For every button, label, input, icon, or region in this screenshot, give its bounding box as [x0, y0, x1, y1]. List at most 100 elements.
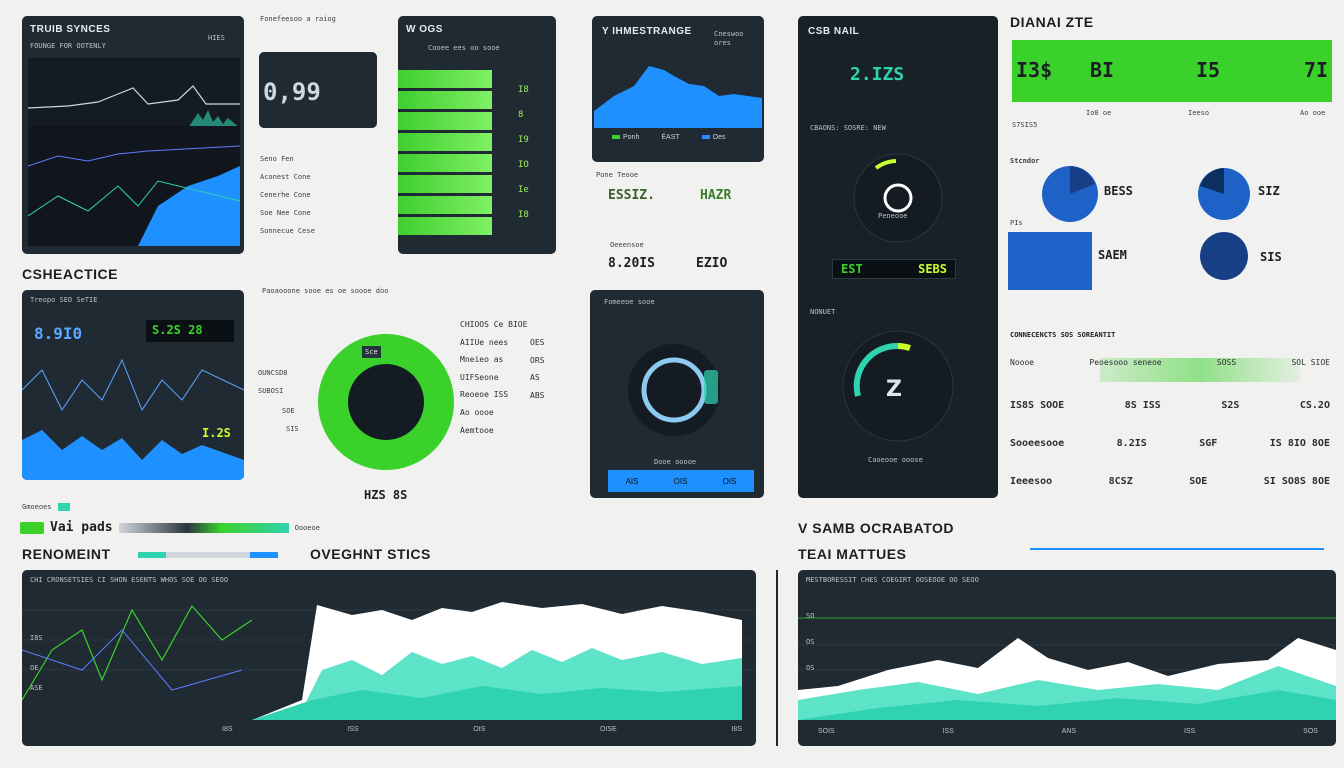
value-badge: S.2S 28 [146, 320, 234, 342]
table-cell: Sooeesooe [1010, 438, 1065, 449]
bar-value: IO [518, 160, 529, 170]
stat-value: ESSIZ. [608, 188, 655, 203]
hero-value: 2.IZS [850, 64, 905, 85]
pie-chart [1008, 232, 1092, 290]
status-badge: SEBS [918, 262, 947, 276]
green-stats-bar: I3$ BI I5 7I [1012, 40, 1332, 102]
donut-tag: Sce [362, 346, 381, 358]
bar-values: I8 8 I9 IO Ie I8 [518, 78, 552, 228]
side-label: SOE [282, 407, 295, 415]
x-axis-label: SOIS [818, 728, 835, 735]
table-highlight [1100, 358, 1300, 382]
pie-value: SIS [1260, 250, 1282, 264]
ring-legend: AIS OIS OIS [608, 470, 754, 492]
overview-chart-panel: CHI CRONSETSIES CI SHON ESENTS WHOS SOE … [22, 570, 756, 746]
table-row: Sooeesooe 8.2IS SGF IS 8IO 8OE [1010, 438, 1330, 476]
line-area-chart [22, 358, 244, 480]
stats-heading: Pone Teooe [596, 171, 639, 179]
legend-row: Reoeoe ISS [460, 390, 509, 400]
bar [398, 175, 492, 193]
bar [398, 217, 492, 235]
panel-subtitle: Cooee ees oo sooe [428, 44, 500, 52]
panel-ring: Fomeeoe sooe Dooe ooooe AIS OIS OIS [590, 290, 764, 498]
legend-item: OIS [722, 476, 737, 486]
table-cell: SGF [1199, 438, 1218, 449]
legend-label: Gmoeoes [22, 503, 52, 511]
bar [398, 91, 492, 109]
table-row: Ieeesoo 8CSZ SOE SI SO8S 8OE [1010, 476, 1330, 506]
legend-item: AIS [625, 476, 639, 486]
bar-value: Ie [518, 185, 529, 195]
mini-bar [138, 552, 278, 558]
legend: Ponh ÉAST Oes [612, 134, 726, 141]
y-axis-label: OS [806, 638, 815, 646]
team-chart-panel: MESTBORESSIT CHES COEGIRT OOSEOOE OO SEO… [798, 570, 1336, 746]
value-card: 0,99 [259, 52, 377, 128]
x-axis: I8S ISS OIS OISE I8S [222, 726, 742, 733]
list-item: Soe Nee Cone [260, 209, 311, 217]
legend-row: Ao oooe [460, 407, 494, 417]
side-label: OUNCSD8 [258, 369, 288, 377]
table-cell: SOE [1189, 476, 1208, 487]
panel-title: CSB NAIL [808, 26, 860, 37]
dial-gauge [853, 153, 943, 243]
stat-sub: Ao ooe [1300, 109, 1326, 117]
pie-label: PIs [1010, 219, 1023, 227]
legend-swatch [57, 503, 70, 511]
ring-gauge [628, 344, 720, 436]
section-title: CSHEACTICE [22, 266, 119, 282]
stat-label: Oeeensoe [610, 241, 644, 249]
table-cell: 8.2IS [1116, 438, 1147, 449]
table-cell: IS 8IO 8OE [1269, 438, 1330, 449]
legend-value: ABS [530, 390, 545, 400]
svg-text:Z: Z [886, 377, 902, 402]
stat-sub: S7SIS5 [1012, 121, 1038, 129]
table-title: CONNECENCTS SOS SOREANTIT [1010, 331, 1116, 339]
legend-item: OIS [673, 476, 688, 486]
legend-value: ORS [530, 355, 545, 365]
divider [1030, 548, 1324, 550]
bar-value: I8 [518, 85, 529, 95]
bar [398, 196, 492, 214]
area-chart [28, 126, 240, 246]
list-item: Aconest Cone [260, 173, 311, 181]
chart-header: CHI CRONSETSIES CI SHON ESENTS WHOS SOE … [30, 576, 229, 584]
progress-legend: Vai pads Oooeoe [20, 520, 320, 535]
progress-bar [118, 522, 289, 533]
panel-signal-sync: TRUIB SYNCES FOUNGE FOR OOTENLY HIES [22, 16, 244, 254]
bar [398, 70, 492, 88]
stat-value: I3$ [1016, 58, 1053, 82]
dial-label: Caoeooe ooose [868, 456, 923, 464]
side-label: SIS [286, 425, 299, 433]
dial-gauge-2: Z [842, 330, 954, 442]
bar [398, 133, 492, 151]
legend-label: Vai pads [50, 520, 113, 535]
x-axis-label: ANS [1061, 728, 1077, 735]
team-area-chart [798, 617, 1336, 720]
panel-title: Y IHMESTRANGE [602, 26, 692, 37]
legend-swatch [20, 521, 44, 534]
donut-label: HZS 8S [364, 488, 408, 502]
list-item: Sonnecue Cese [260, 227, 315, 235]
x-axis-label: ISS [1184, 728, 1196, 735]
list-item: Seno Fen [260, 155, 294, 163]
stat-value: 8.20IS [608, 256, 655, 271]
y-axis-label: SO [806, 612, 815, 620]
donut-legend: CHIOOS Ce BIOE AIIUe nees Mneieo as UIFS… [460, 316, 527, 439]
donut-chart [318, 334, 454, 470]
data-table: Noooe Peoesooo seneoe SOSS SOL SIOE IS8S… [1010, 358, 1330, 506]
x-axis-label: SOS [1303, 728, 1318, 735]
table-cell: 8CSZ [1108, 476, 1133, 487]
legend-row: CHIOOS Ce BIOE [460, 320, 528, 329]
overview-area-chart [22, 602, 756, 720]
panel-title: Treopo SEO SeTIE [30, 296, 98, 304]
big-value: 0,99 [263, 78, 321, 106]
pie-value: BESS [1104, 184, 1133, 198]
legend-row: AIIUe nees [460, 337, 509, 347]
stat-value: 7I [1304, 58, 1329, 82]
table-cell: Ieeesoo [1010, 476, 1053, 487]
stat-value: HAZR [700, 188, 732, 203]
y-axis-label: I8S [30, 634, 43, 642]
bar-value: I8 [518, 210, 529, 220]
status-title: EST [841, 262, 863, 276]
